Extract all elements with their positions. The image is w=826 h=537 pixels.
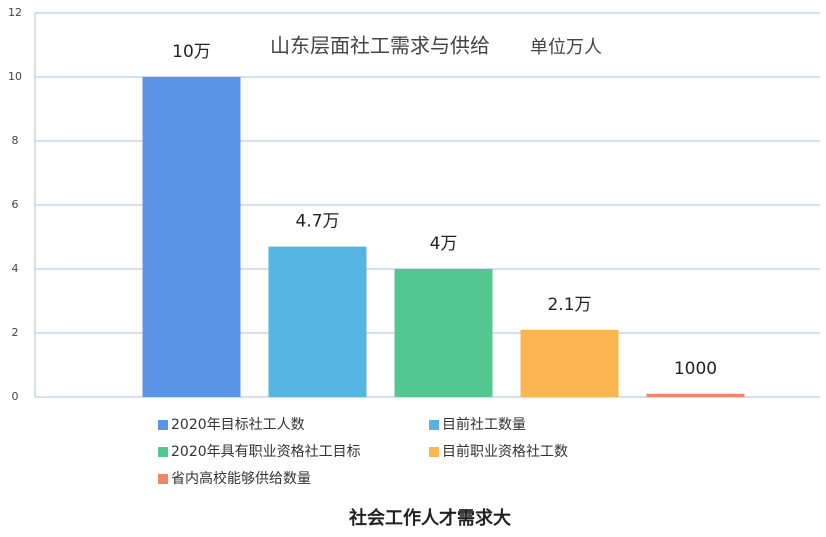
y-tick-label: 2 (12, 326, 19, 339)
legend-swatch (158, 447, 168, 457)
legend-label: 目前社工数量 (442, 416, 526, 433)
chart-title: 山东层面社工需求与供给 (270, 34, 490, 58)
chart-subtitle: 单位万人 (530, 37, 602, 58)
value-label: 10万 (172, 42, 211, 62)
y-tick-label: 6 (12, 198, 19, 211)
legend-label: 2020年具有职业资格社工目标 (171, 444, 361, 460)
y-tick-label: 0 (12, 390, 19, 403)
legend-label: 省内高校能够供给数量 (171, 470, 311, 487)
y-tick-label: 12 (8, 6, 22, 19)
value-label: 4.7万 (295, 212, 339, 232)
legend-label: 2020年目标社工人数 (171, 417, 305, 433)
y-tick-label: 4 (12, 262, 19, 275)
bar (142, 77, 241, 397)
bar (520, 329, 619, 397)
legend-swatch (158, 474, 168, 484)
caption: 社会工作人才需求大 (349, 507, 511, 529)
y-tick-label: 10 (8, 70, 22, 83)
y-tick-label: 8 (12, 134, 19, 147)
bar (394, 269, 493, 397)
legend-label: 目前职业资格社工数 (442, 443, 568, 460)
legend-swatch (429, 420, 439, 430)
value-label: 2.1万 (547, 295, 591, 315)
bar (268, 246, 367, 397)
legend-swatch (158, 420, 168, 430)
legend-swatch (429, 447, 439, 457)
bar (646, 393, 745, 397)
value-label: 1000 (674, 359, 717, 379)
value-label: 4万 (430, 234, 458, 254)
